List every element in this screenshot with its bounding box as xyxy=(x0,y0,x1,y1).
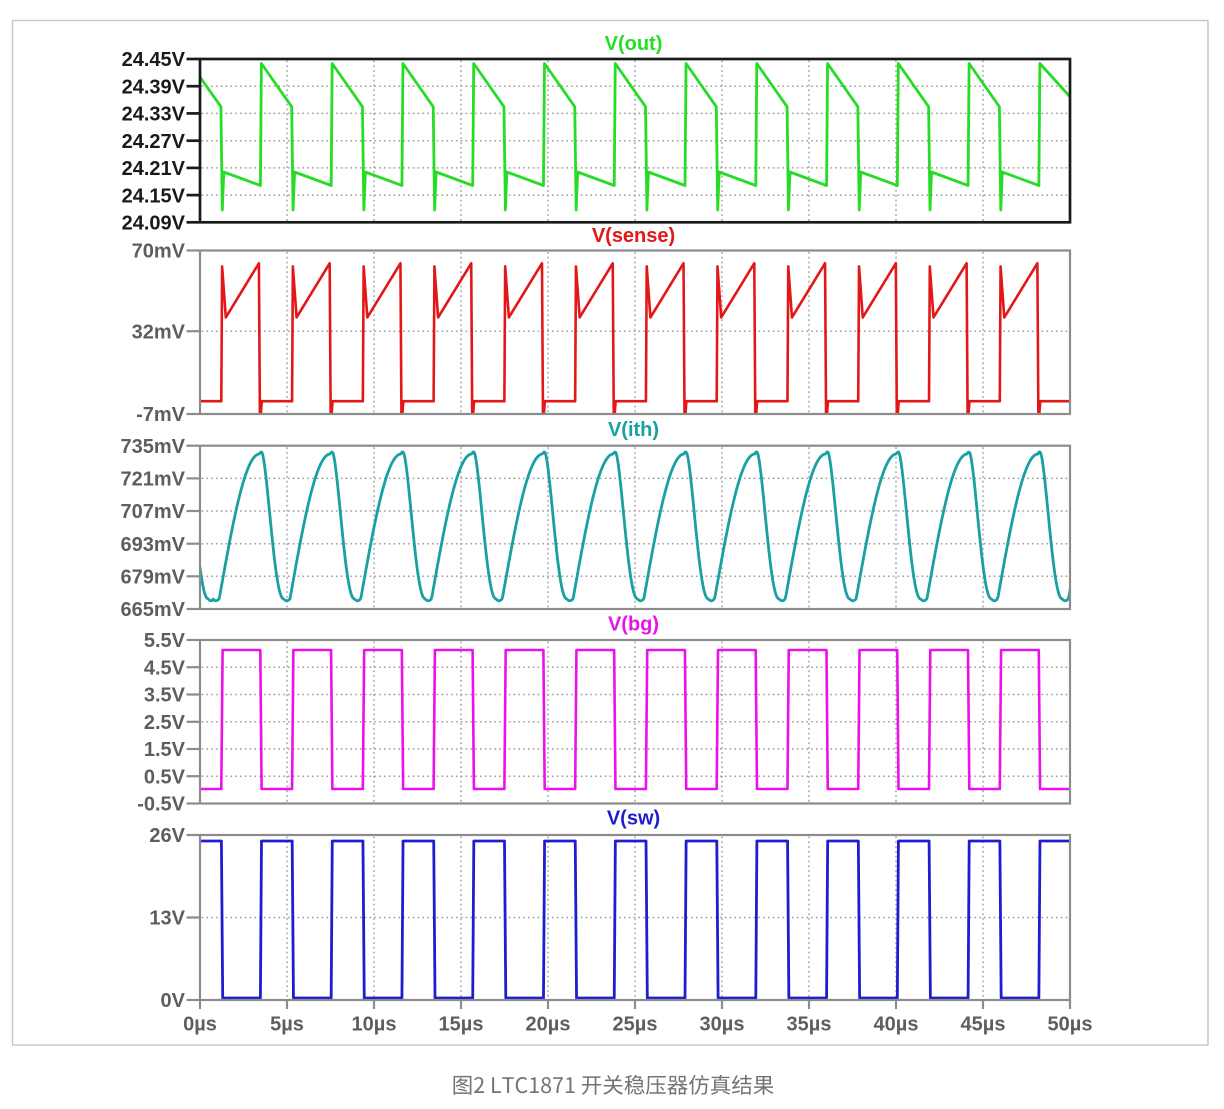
svg-text:0µs: 0µs xyxy=(183,1014,217,1036)
svg-text:5µs: 5µs xyxy=(270,1014,304,1036)
svg-text:20µs: 20µs xyxy=(526,1014,571,1036)
svg-text:0.5V: 0.5V xyxy=(144,767,186,789)
svg-text:30µs: 30µs xyxy=(700,1014,745,1036)
svg-text:26V: 26V xyxy=(149,825,185,847)
svg-text:40µs: 40µs xyxy=(874,1014,919,1036)
svg-text:V(ith): V(ith) xyxy=(608,419,659,441)
svg-text:24.33V: 24.33V xyxy=(122,104,186,126)
svg-text:5.5V: 5.5V xyxy=(144,630,186,652)
svg-text:50µs: 50µs xyxy=(1048,1014,1093,1036)
svg-text:35µs: 35µs xyxy=(787,1014,832,1036)
svg-text:10µs: 10µs xyxy=(352,1014,397,1036)
svg-text:-7mV: -7mV xyxy=(136,404,186,426)
svg-text:V(out): V(out) xyxy=(605,33,663,55)
svg-text:721mV: 721mV xyxy=(121,469,186,491)
svg-text:24.39V: 24.39V xyxy=(122,76,186,98)
svg-text:32mV: 32mV xyxy=(132,321,186,343)
svg-text:13V: 13V xyxy=(149,908,185,930)
svg-text:4.5V: 4.5V xyxy=(144,658,186,680)
svg-text:V(sense): V(sense) xyxy=(592,225,675,247)
svg-text:679mV: 679mV xyxy=(121,567,186,589)
svg-text:V(sw): V(sw) xyxy=(607,808,660,830)
svg-text:45µs: 45µs xyxy=(961,1014,1006,1036)
svg-text:24.21V: 24.21V xyxy=(122,158,186,180)
svg-text:-0.5V: -0.5V xyxy=(137,794,185,816)
svg-text:1.5V: 1.5V xyxy=(144,739,186,761)
svg-text:3.5V: 3.5V xyxy=(144,685,186,707)
svg-text:15µs: 15µs xyxy=(439,1014,484,1036)
svg-text:665mV: 665mV xyxy=(121,599,186,621)
svg-text:707mV: 707mV xyxy=(121,501,186,523)
svg-text:V(bg): V(bg) xyxy=(608,614,659,636)
svg-text:24.27V: 24.27V xyxy=(122,131,186,153)
svg-text:693mV: 693mV xyxy=(121,534,186,556)
svg-text:25µs: 25µs xyxy=(613,1014,658,1036)
svg-text:70mV: 70mV xyxy=(132,241,186,263)
svg-text:24.09V: 24.09V xyxy=(122,213,186,235)
svg-text:24.45V: 24.45V xyxy=(122,49,186,71)
svg-text:2.5V: 2.5V xyxy=(144,712,186,734)
svg-text:24.15V: 24.15V xyxy=(122,185,186,207)
svg-text:0V: 0V xyxy=(161,990,186,1012)
svg-text:735mV: 735mV xyxy=(121,436,186,458)
